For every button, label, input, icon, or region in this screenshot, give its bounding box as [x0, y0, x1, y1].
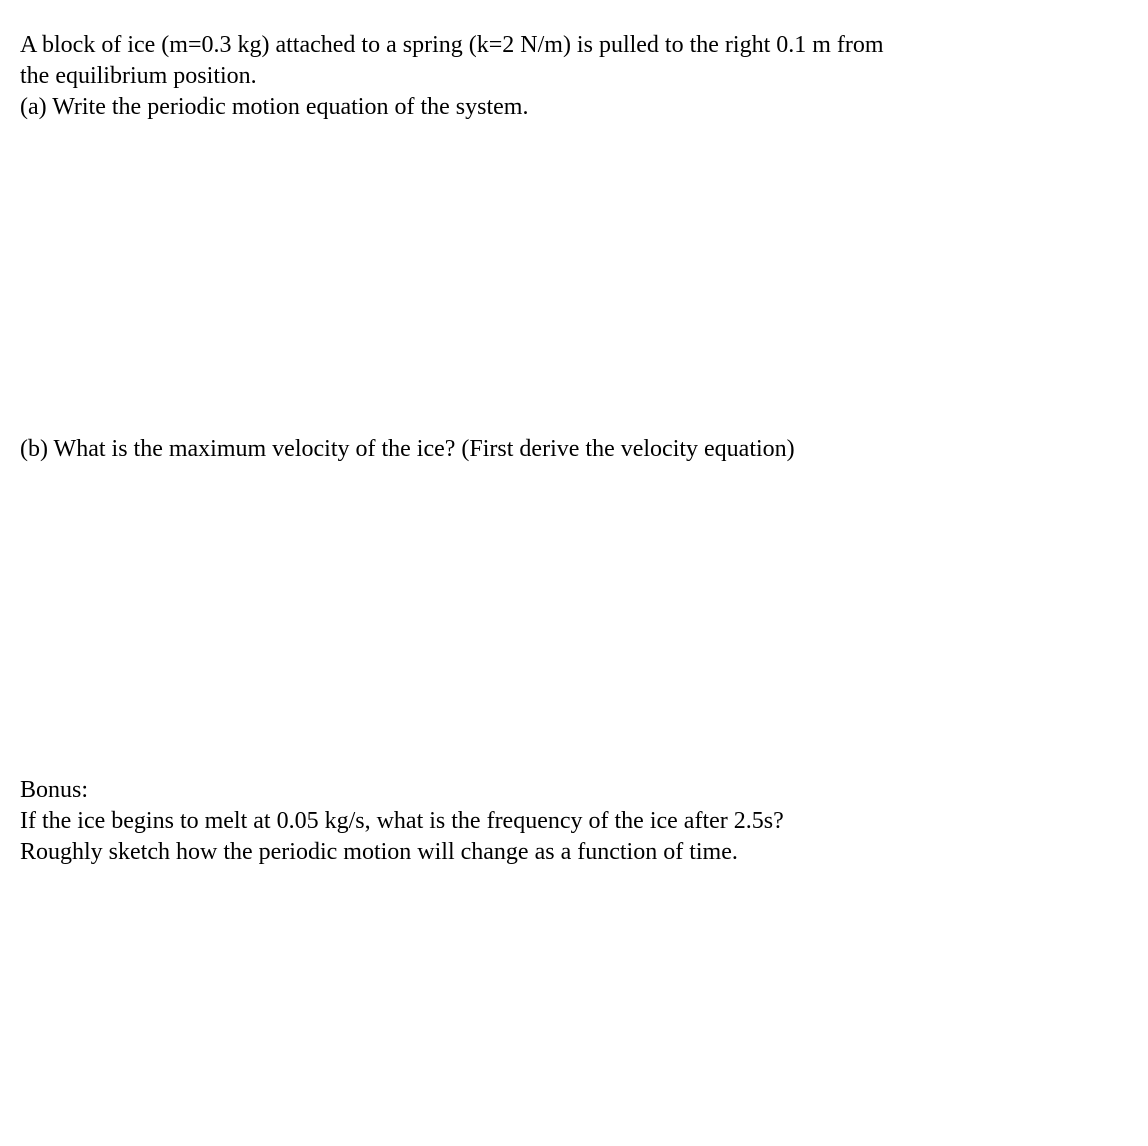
bonus-section: Bonus: If the ice begins to melt at 0.05…	[20, 775, 1128, 869]
bonus-line2: Roughly sketch how the periodic motion w…	[20, 837, 1128, 868]
problem-intro-line1: A block of ice (m=0.3 kg) attached to a …	[20, 30, 1128, 61]
bonus-line1: If the ice begins to melt at 0.05 kg/s, …	[20, 806, 1128, 837]
problem-part-b: (b) What is the maximum velocity of the …	[20, 434, 1128, 465]
problem-intro-line2: the equilibrium position.	[20, 61, 1128, 92]
problem-section-b: (b) What is the maximum velocity of the …	[20, 434, 1128, 465]
bonus-label: Bonus:	[20, 775, 1128, 806]
problem-section-a: A block of ice (m=0.3 kg) attached to a …	[20, 30, 1128, 124]
problem-part-a: (a) Write the periodic motion equation o…	[20, 92, 1128, 123]
